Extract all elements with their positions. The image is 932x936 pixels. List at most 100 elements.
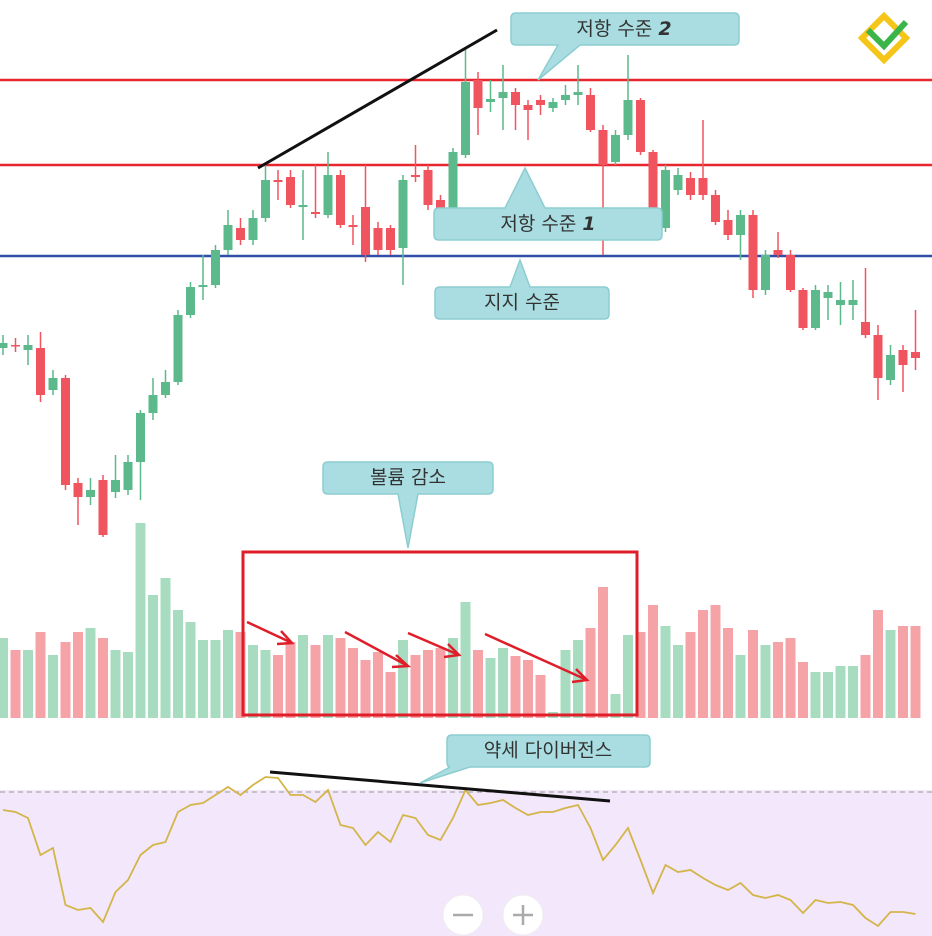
candle-body bbox=[336, 175, 345, 225]
candle-body bbox=[823, 292, 833, 298]
candle-body bbox=[423, 170, 433, 205]
volume-bar bbox=[885, 630, 896, 718]
volume-bar bbox=[798, 662, 808, 718]
volume-bar bbox=[48, 655, 58, 718]
arrow bbox=[344, 630, 412, 669]
zoom-in-button[interactable] bbox=[502, 894, 544, 936]
logo-diamond bbox=[857, 11, 911, 65]
candle-body bbox=[736, 215, 745, 235]
volume-bar bbox=[298, 635, 308, 718]
volume-bar bbox=[810, 672, 821, 718]
candle-body bbox=[661, 170, 670, 228]
logo bbox=[857, 11, 911, 65]
candle-body bbox=[398, 180, 408, 248]
callout-box bbox=[419, 734, 651, 784]
candle-body bbox=[898, 350, 908, 365]
candle-body bbox=[348, 225, 358, 227]
candle-body bbox=[848, 300, 858, 305]
candle-body bbox=[148, 395, 158, 413]
volume-bar bbox=[873, 610, 883, 718]
candle-body bbox=[461, 82, 470, 155]
candle-body bbox=[811, 290, 820, 328]
candle-body bbox=[886, 355, 895, 380]
volume-bar bbox=[648, 605, 658, 718]
volume-bar bbox=[185, 622, 196, 718]
volume-bar bbox=[573, 640, 583, 718]
candle-body bbox=[798, 290, 808, 328]
highlight-box bbox=[241, 550, 639, 717]
zoom-out-button[interactable] bbox=[442, 894, 484, 936]
callout-label: 약세 다이버전스 bbox=[484, 740, 612, 762]
callout: 저항 수준 2 bbox=[510, 12, 740, 81]
volume-bar bbox=[85, 628, 96, 718]
volume-bar bbox=[310, 645, 321, 718]
volume-bar bbox=[635, 632, 646, 718]
callout-label: 지지 수준 bbox=[484, 292, 560, 314]
callout: 약세 다이버전스 bbox=[419, 734, 651, 784]
candle-body bbox=[436, 200, 445, 212]
callout-label: 저항 수준 1 bbox=[500, 213, 595, 235]
candle-body bbox=[248, 218, 258, 240]
callout: 지지 수준 bbox=[434, 257, 610, 320]
callout-box bbox=[322, 461, 494, 549]
candle-body bbox=[111, 480, 120, 492]
volume-bar bbox=[98, 638, 108, 718]
candle-body bbox=[711, 195, 720, 222]
candle-body bbox=[73, 483, 83, 497]
volume-bar bbox=[748, 630, 758, 718]
candle-body bbox=[623, 100, 633, 135]
callout: 저항 수준 1 bbox=[433, 166, 663, 241]
volume-bar bbox=[673, 645, 683, 718]
arrow bbox=[484, 632, 590, 684]
candle-body bbox=[48, 378, 58, 390]
candle-body bbox=[636, 100, 645, 152]
candle-body bbox=[261, 180, 270, 218]
volume-bar bbox=[260, 650, 271, 718]
volume-bar bbox=[23, 650, 33, 718]
volume-bar bbox=[585, 628, 596, 718]
candle-body bbox=[286, 177, 295, 205]
volume-bar bbox=[373, 652, 383, 718]
volume-bar bbox=[435, 648, 446, 718]
callout-label: 저항 수준 2 bbox=[576, 18, 671, 40]
volume-bar bbox=[723, 628, 733, 718]
volume-bar bbox=[60, 642, 71, 718]
volume-bar bbox=[110, 650, 121, 718]
volume-bar bbox=[910, 626, 921, 718]
callout-box bbox=[510, 12, 740, 81]
volume-bar bbox=[710, 605, 721, 718]
callout-text: 저항 수준 bbox=[576, 18, 652, 40]
volume-bar bbox=[898, 626, 908, 718]
volume-bar bbox=[510, 656, 521, 718]
volume-bar bbox=[698, 610, 708, 718]
volume-bar bbox=[485, 658, 496, 718]
candle-body bbox=[123, 462, 133, 490]
candle-body bbox=[598, 130, 608, 165]
volume-bar bbox=[35, 632, 46, 718]
volume-bar bbox=[473, 650, 483, 718]
callout-text: 저항 수준 bbox=[500, 213, 576, 235]
volume-bar bbox=[273, 655, 283, 718]
candle-body bbox=[511, 92, 520, 105]
candle-body bbox=[173, 315, 183, 382]
candle-body bbox=[61, 378, 70, 485]
volume-bar bbox=[535, 675, 546, 718]
callout-number: 1 bbox=[582, 213, 595, 235]
candle-body bbox=[536, 100, 545, 105]
volume-bar bbox=[848, 666, 858, 718]
volume-bar bbox=[760, 645, 771, 718]
volume-bar bbox=[223, 630, 233, 718]
candle-body bbox=[773, 250, 783, 255]
candle-body bbox=[311, 212, 320, 214]
candle-body bbox=[473, 80, 483, 108]
candle-body bbox=[836, 300, 845, 305]
candle-body bbox=[761, 255, 770, 290]
marks bbox=[0, 48, 932, 928]
candle-body bbox=[486, 99, 495, 102]
candle-body bbox=[523, 105, 533, 110]
callout-box bbox=[433, 166, 663, 241]
volume-bar bbox=[348, 648, 358, 718]
volume-bar bbox=[123, 652, 133, 718]
volume-bar bbox=[523, 660, 533, 718]
volume-bar bbox=[335, 638, 346, 718]
